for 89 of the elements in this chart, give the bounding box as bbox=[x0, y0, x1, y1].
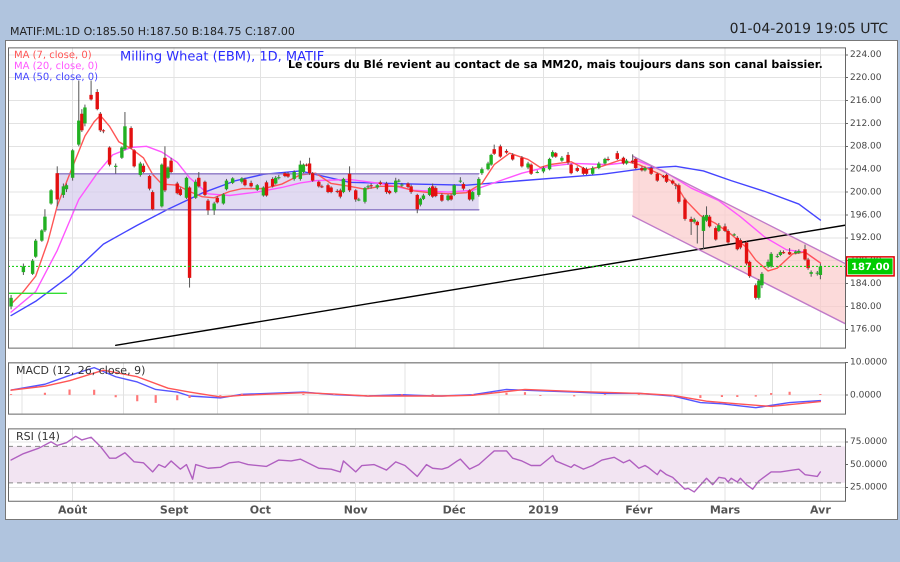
y-tick-label: 224.00 bbox=[850, 50, 882, 60]
candlestick bbox=[62, 182, 66, 198]
candlestick bbox=[292, 170, 296, 182]
candlestick bbox=[492, 144, 496, 156]
candlestick bbox=[89, 80, 93, 102]
y-tick-label: 200.00 bbox=[850, 187, 882, 198]
candlestick bbox=[520, 156, 524, 168]
candlestick bbox=[656, 172, 659, 182]
candlestick bbox=[98, 112, 102, 133]
candlestick bbox=[416, 193, 419, 214]
candlestick bbox=[489, 153, 493, 166]
text: MATIF:ML:1D O:185.50 H:187.50 B:184.75 C:187.00 bbox=[10, 25, 295, 38]
candlestick bbox=[96, 88, 99, 111]
ref-line-label: 187.00 bbox=[851, 262, 890, 273]
y-tick-label: 25.0000 bbox=[850, 482, 888, 493]
candlestick bbox=[452, 184, 456, 197]
candlestick bbox=[206, 198, 210, 216]
candlestick bbox=[222, 192, 226, 206]
candlestick bbox=[634, 157, 638, 170]
candlestick bbox=[566, 152, 570, 166]
candlestick bbox=[34, 238, 38, 258]
y-tick-label: 212.00 bbox=[850, 118, 882, 129]
candlestick bbox=[150, 190, 154, 211]
y-tick-label: 176.00 bbox=[850, 324, 882, 335]
candlestick bbox=[477, 176, 481, 198]
candlestick bbox=[142, 162, 146, 174]
y-tick-label: 196.00 bbox=[850, 210, 882, 220]
y-tick-label: 10.0000 bbox=[850, 358, 888, 368]
candlestick bbox=[470, 190, 474, 202]
candlestick bbox=[326, 182, 330, 194]
y-tick-label: 204.00 bbox=[850, 164, 882, 175]
text: MA (7, close, 0) bbox=[14, 50, 92, 61]
candlestick bbox=[203, 180, 207, 197]
x-tick-label: Août bbox=[58, 503, 88, 516]
candlestick bbox=[616, 150, 619, 161]
x-tick-label: Oct bbox=[250, 503, 271, 516]
candlestick bbox=[354, 188, 358, 202]
candlestick bbox=[664, 173, 668, 184]
candlestick bbox=[677, 182, 681, 204]
candlestick bbox=[428, 186, 432, 197]
chart-title: RSI (14) bbox=[16, 430, 60, 443]
candlestick bbox=[30, 258, 34, 276]
y-tick-label: 50.0000 bbox=[850, 460, 888, 470]
x-tick-label: Mars bbox=[710, 503, 741, 516]
text: MA (50, close, 0) bbox=[14, 72, 98, 83]
candlestick bbox=[409, 184, 413, 194]
candlestick bbox=[529, 162, 533, 176]
candlestick bbox=[176, 181, 179, 195]
candlestick bbox=[689, 216, 693, 236]
candlestick bbox=[363, 186, 367, 204]
x-tick-label: Déc bbox=[442, 503, 466, 516]
x-tick-label: Sept bbox=[160, 503, 188, 516]
text: 01-04-2019 19:05 UTC bbox=[730, 21, 888, 37]
candlestick bbox=[138, 161, 142, 178]
candlestick bbox=[630, 154, 634, 164]
x-tick-label: Nov bbox=[344, 503, 369, 516]
candlestick bbox=[714, 226, 718, 242]
x-tick-label: Avr bbox=[810, 503, 832, 516]
candlestick bbox=[132, 148, 136, 168]
candlestick bbox=[298, 160, 302, 182]
y-tick-label: 220.00 bbox=[850, 73, 882, 84]
candlestick bbox=[212, 201, 216, 216]
y-tick-label: 0.0000 bbox=[850, 390, 882, 400]
candlestick bbox=[738, 238, 742, 250]
candlestick bbox=[818, 263, 822, 280]
candlestick bbox=[270, 176, 274, 188]
candlestick bbox=[498, 144, 502, 158]
candlestick bbox=[49, 188, 53, 206]
candlestick bbox=[348, 166, 352, 193]
candlestick bbox=[129, 126, 133, 150]
y-tick-label: 75.0000 bbox=[850, 437, 888, 448]
candlestick bbox=[394, 177, 398, 194]
candlestick bbox=[569, 162, 573, 175]
candlestick bbox=[9, 294, 13, 310]
candlestick bbox=[22, 263, 26, 276]
x-tick-label: 2019 bbox=[528, 503, 559, 516]
text: MA (20, close, 0) bbox=[14, 60, 98, 72]
candlestick bbox=[148, 174, 152, 191]
candlestick bbox=[468, 188, 472, 202]
y-tick-label: 216.00 bbox=[850, 96, 882, 106]
y-tick-label: 180.00 bbox=[850, 302, 882, 312]
y-tick-label: 192.00 bbox=[850, 233, 882, 244]
x-tick-label: Févr bbox=[625, 503, 653, 516]
y-tick-label: 208.00 bbox=[850, 142, 882, 152]
y-tick-label: 184.00 bbox=[850, 278, 882, 289]
candlestick bbox=[434, 186, 438, 198]
candlestick bbox=[548, 157, 552, 171]
candlestick bbox=[262, 186, 266, 198]
candlestick bbox=[769, 252, 773, 268]
